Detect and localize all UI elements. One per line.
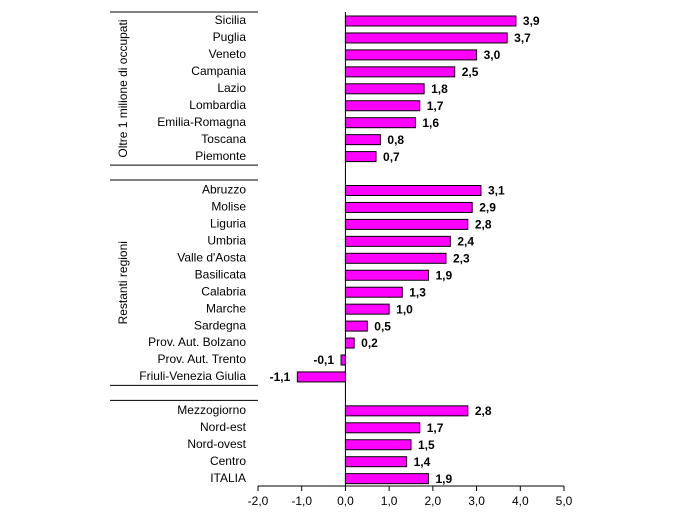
category-label: Nord-est: [200, 420, 247, 434]
bar: [344, 15, 517, 27]
data-label: -1,1: [270, 370, 291, 384]
bar: [344, 134, 381, 146]
data-label: 1,7: [427, 99, 444, 113]
bar: [340, 354, 346, 366]
data-label: 3,9: [523, 14, 540, 28]
category-label: Campania: [191, 64, 246, 78]
category-label: Veneto: [209, 47, 247, 61]
category-label: Friuli-Venezia Giulia: [139, 369, 246, 383]
bar: [344, 303, 390, 315]
data-label: 0,2: [361, 336, 378, 350]
bar: [344, 286, 403, 298]
x-tick-label: 0,0: [337, 494, 354, 508]
bar: [344, 32, 508, 44]
category-label: Sardegna: [194, 318, 246, 332]
category-label: Lombardia: [189, 98, 246, 112]
bar: [344, 422, 421, 434]
group-label: Oltre 1 milione di occupati: [116, 19, 130, 157]
category-label: Valle d'Aosta: [177, 250, 246, 264]
bar: [344, 235, 451, 247]
category-label: Umbria: [207, 234, 246, 248]
bar: [344, 337, 355, 349]
bar: [296, 371, 346, 383]
data-label: 2,5: [462, 65, 479, 79]
category-label: Toscana: [201, 132, 246, 146]
bar: [344, 439, 412, 451]
category-label: Molise: [211, 200, 246, 214]
category-label: Calabria: [201, 284, 246, 298]
data-label: 3,7: [514, 31, 531, 45]
x-tick-label: 2,0: [425, 494, 442, 508]
data-label: 1,8: [431, 82, 448, 96]
bar: [344, 100, 421, 112]
data-label: 1,9: [435, 472, 452, 486]
bar: [344, 405, 469, 417]
category-label: Liguria: [210, 217, 246, 231]
category-label: Abruzzo: [202, 183, 246, 197]
data-label: 1,9: [435, 268, 452, 282]
data-label: 3,1: [488, 184, 505, 198]
bar: [344, 151, 377, 163]
data-label: 1,0: [396, 302, 413, 316]
data-label: 0,5: [374, 319, 391, 333]
category-label: Centro: [210, 454, 246, 468]
data-label: -0,1: [313, 353, 334, 367]
bar: [344, 456, 408, 468]
category-label: Nord-ovest: [187, 437, 246, 451]
bar: [344, 252, 447, 264]
bar: [344, 201, 473, 213]
x-tick-label: -2,0: [248, 494, 269, 508]
category-label: Prov. Aut. Trento: [158, 352, 247, 366]
category-label: Prov. Aut. Bolzano: [148, 335, 246, 349]
x-tick-label: -1,0: [291, 494, 312, 508]
bar: [344, 185, 482, 196]
bar: [344, 269, 429, 281]
category-label: Mezzogiorno: [177, 403, 246, 417]
x-tick-label: 1,0: [381, 494, 398, 508]
bar: [344, 473, 429, 485]
data-label: 3,0: [484, 48, 501, 62]
x-tick-label: 5,0: [556, 494, 573, 508]
bar: [344, 49, 478, 61]
data-label: 1,3: [409, 285, 426, 299]
bar: [344, 66, 456, 78]
data-label: 2,3: [453, 251, 470, 265]
category-label: Puglia: [213, 30, 247, 44]
x-tick-label: 4,0: [512, 494, 529, 508]
data-label: 1,4: [414, 455, 431, 469]
bar: [344, 117, 416, 129]
data-label: 1,5: [418, 438, 435, 452]
x-tick-label: 3,0: [468, 494, 485, 508]
data-label: 0,7: [383, 150, 400, 164]
category-label: Lazio: [217, 81, 246, 95]
bar: [344, 218, 469, 230]
bar: [344, 83, 425, 95]
data-label: 2,9: [479, 201, 496, 215]
category-label: Emilia-Romagna: [157, 115, 246, 129]
data-label: 1,6: [422, 116, 439, 130]
category-label: Piemonte: [195, 149, 246, 163]
category-label: Marche: [206, 301, 246, 315]
data-label: 2,4: [457, 235, 474, 249]
data-label: 2,8: [475, 218, 492, 232]
category-label: Sicilia: [215, 13, 247, 27]
bar: [344, 320, 368, 332]
group-label: Restanti regioni: [116, 241, 130, 324]
data-label: 1,7: [427, 421, 444, 435]
data-label: 2,8: [475, 404, 492, 418]
category-label: ITALIA: [210, 471, 246, 485]
data-label: 0,8: [387, 133, 404, 147]
category-label: Basilicata: [195, 267, 247, 281]
